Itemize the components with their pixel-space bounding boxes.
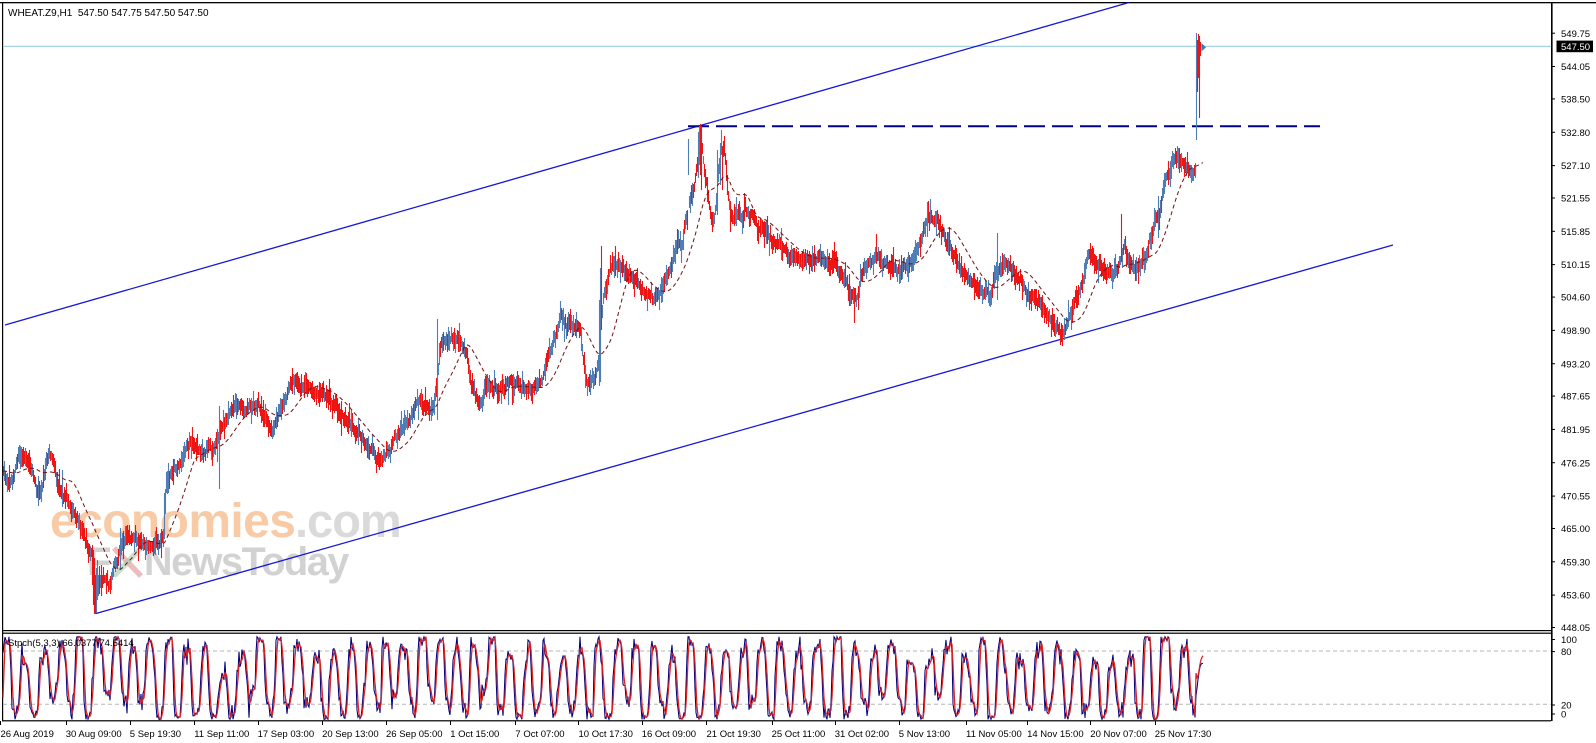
svg-text:549.75: 549.75 [1561, 29, 1590, 40]
svg-text:459.30: 459.30 [1561, 557, 1590, 568]
svg-text:20 Sep 13:00: 20 Sep 13:00 [322, 729, 379, 740]
svg-text:26 Aug 2019: 26 Aug 2019 [1, 729, 54, 740]
svg-text:20 Nov 07:00: 20 Nov 07:00 [1090, 729, 1147, 740]
svg-text:544.05: 544.05 [1561, 62, 1590, 73]
svg-text:470.55: 470.55 [1561, 492, 1590, 503]
svg-text:30 Aug 09:00: 30 Aug 09:00 [66, 729, 122, 740]
svg-text:5 Nov 13:00: 5 Nov 13:00 [899, 729, 950, 740]
svg-text:10 Oct 17:30: 10 Oct 17:30 [579, 729, 633, 740]
svg-text:100: 100 [1561, 635, 1577, 646]
svg-text:31 Oct 02:00: 31 Oct 02:00 [835, 729, 889, 740]
svg-text:498.90: 498.90 [1561, 326, 1590, 337]
svg-text:11 Sep 11:00: 11 Sep 11:00 [194, 729, 249, 740]
svg-text:17 Sep 03:00: 17 Sep 03:00 [258, 729, 315, 740]
svg-text:465.00: 465.00 [1561, 524, 1590, 535]
svg-text:14 Nov 15:00: 14 Nov 15:00 [1027, 729, 1084, 740]
svg-text:493.20: 493.20 [1561, 359, 1590, 370]
svg-text:80: 80 [1561, 647, 1572, 658]
svg-text:26 Sep 05:00: 26 Sep 05:00 [386, 729, 443, 740]
svg-text:16 Oct 09:00: 16 Oct 09:00 [642, 729, 696, 740]
svg-text:Stpch(5,3,3) 66.0377 74.5414: Stpch(5,3,3) 66.0377 74.5414 [8, 638, 134, 649]
svg-text:5 Sep 19:30: 5 Sep 19:30 [130, 729, 181, 740]
svg-text:487.65: 487.65 [1561, 392, 1590, 403]
svg-text:515.85: 515.85 [1561, 227, 1590, 238]
svg-text:532.80: 532.80 [1561, 128, 1590, 139]
svg-text:20: 20 [1561, 701, 1572, 712]
svg-text:476.25: 476.25 [1561, 458, 1590, 469]
svg-text:527.10: 527.10 [1561, 161, 1590, 172]
svg-text:WHEAT.Z9,H1 547.50 547.75 547: WHEAT.Z9,H1 547.50 547.75 547.50 547.50 [8, 8, 209, 19]
svg-text:521.55: 521.55 [1561, 194, 1590, 205]
svg-text:NewsToday: NewsToday [144, 540, 349, 584]
svg-text:7 Oct 07:00: 7 Oct 07:00 [515, 729, 564, 740]
svg-text:0: 0 [1561, 710, 1566, 721]
svg-text:economies: economies [50, 495, 295, 548]
svg-text:538.50: 538.50 [1561, 95, 1590, 106]
svg-text:11 Nov 05:00: 11 Nov 05:00 [966, 729, 1022, 740]
svg-text:448.05: 448.05 [1561, 623, 1590, 634]
svg-text:504.60: 504.60 [1561, 293, 1590, 304]
svg-text:25 Nov 17:30: 25 Nov 17:30 [1155, 729, 1212, 740]
svg-text:.com: .com [295, 494, 401, 547]
svg-text:510.15: 510.15 [1561, 260, 1590, 271]
svg-text:453.60: 453.60 [1561, 591, 1590, 602]
svg-text:1 Oct 15:00: 1 Oct 15:00 [450, 729, 499, 740]
svg-text:25 Oct 11:00: 25 Oct 11:00 [772, 729, 826, 740]
svg-text:547.50: 547.50 [1561, 42, 1590, 53]
svg-text:481.95: 481.95 [1561, 425, 1590, 436]
svg-text:21 Oct 19:30: 21 Oct 19:30 [707, 729, 761, 740]
